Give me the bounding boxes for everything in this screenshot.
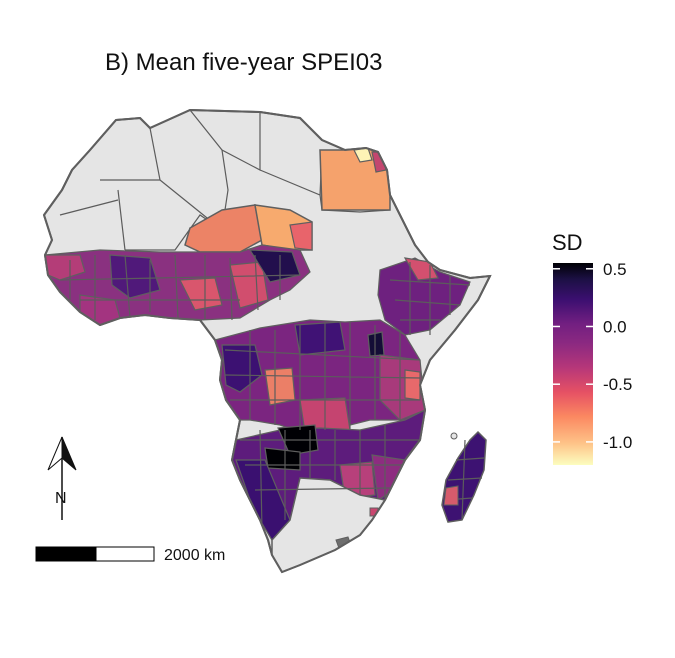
legend: SD 0.5 0.0 -0.5 -1.0 bbox=[552, 230, 632, 465]
legend-tick-label: -0.5 bbox=[603, 375, 632, 394]
region-niger bbox=[184, 204, 263, 253]
region-mali-south bbox=[109, 254, 161, 299]
legend-tick-label: 0.0 bbox=[603, 317, 627, 336]
north-arrow-head bbox=[61, 436, 77, 471]
legend-colorbar bbox=[553, 263, 593, 465]
region-madagascar-west bbox=[443, 485, 459, 506]
scale-bar: 2000 km bbox=[35, 546, 225, 564]
region-chad-east bbox=[289, 221, 313, 251]
legend-tick-label: 0.5 bbox=[603, 260, 627, 279]
region-okavango bbox=[264, 447, 301, 471]
africa-map bbox=[42, 108, 492, 574]
map-title: B) Mean five-year SPEI03 bbox=[105, 49, 382, 76]
africa-outline bbox=[42, 108, 492, 574]
region-great-lakes bbox=[367, 331, 385, 357]
scale-bar-black bbox=[35, 546, 97, 562]
region-kenya-coast bbox=[404, 369, 421, 401]
legend-tick-label: -1.0 bbox=[603, 433, 632, 452]
scale-bar-label: 2000 km bbox=[164, 547, 225, 564]
district-borders bbox=[59, 254, 471, 531]
north-arrow: N bbox=[47, 436, 77, 520]
north-arrow-head-outline bbox=[47, 436, 63, 471]
madagascar-districts bbox=[445, 439, 485, 521]
region-comoros bbox=[450, 432, 458, 440]
legend-ticks: 0.5 0.0 -0.5 -1.0 bbox=[553, 260, 632, 452]
north-label: N bbox=[55, 490, 67, 507]
region-car bbox=[294, 321, 346, 356]
legend-title: SD bbox=[552, 230, 583, 255]
scale-bar-white bbox=[95, 546, 155, 562]
region-nigeria-east bbox=[229, 261, 269, 309]
north-borders bbox=[59, 110, 391, 251]
